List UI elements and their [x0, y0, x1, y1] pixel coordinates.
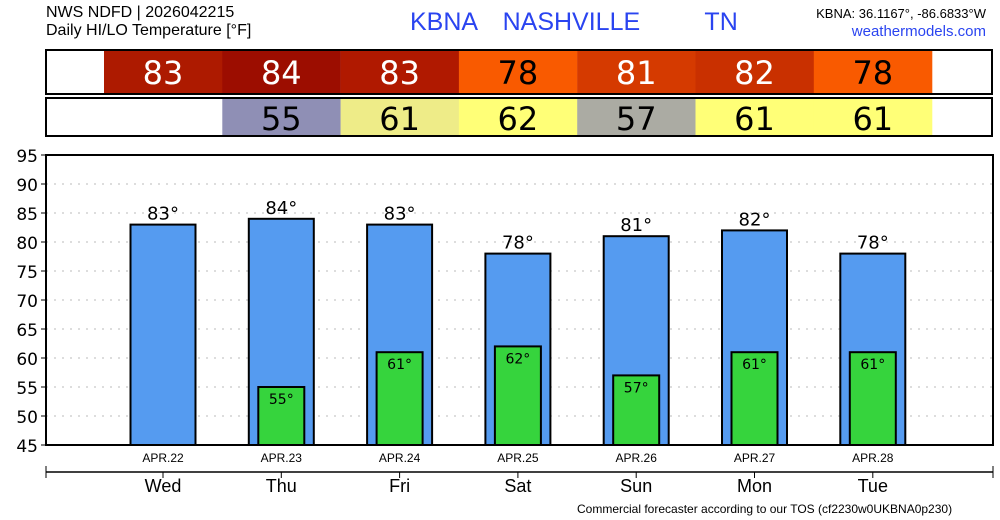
- lo-strip-value: 55: [261, 100, 302, 138]
- date-label: APR.22: [142, 451, 184, 465]
- lo-strip-cell: [104, 99, 223, 135]
- lo-strip-value: 62: [498, 100, 539, 138]
- high-bar-label: 82°: [739, 209, 771, 230]
- low-bar: [257, 386, 306, 446]
- coordinates-label: KBNA: 36.1167°, -86.6833°W: [816, 6, 986, 21]
- low-bar: [493, 345, 542, 446]
- y-tick-label: 60: [16, 350, 38, 370]
- date-label: APR.23: [261, 451, 303, 465]
- lo-strip-cell: [577, 99, 696, 135]
- low-bar: [612, 374, 661, 446]
- day-label: Thu: [266, 476, 297, 496]
- low-bar: [730, 351, 779, 447]
- hi-strip-value: 83: [379, 54, 420, 92]
- low-bar-label: 61°: [860, 357, 885, 373]
- hi-strip-value: 83: [143, 54, 184, 92]
- high-bar-label: 78°: [857, 233, 889, 254]
- y-tick-label: 90: [16, 176, 38, 196]
- y-tick-label: 75: [16, 263, 38, 283]
- y-tick-label: 85: [16, 205, 38, 225]
- hi-strip-value: 84: [261, 54, 302, 92]
- high-bar-label: 81°: [620, 215, 652, 236]
- low-bar-label: 61°: [387, 357, 412, 373]
- day-label: Tue: [858, 476, 888, 496]
- lo-strip-cell: [340, 99, 460, 135]
- chart-title: Daily HI/LO Temperature [°F]: [46, 22, 252, 39]
- y-tick-label: 65: [16, 321, 38, 341]
- lo-strip-value: 57: [616, 100, 657, 138]
- high-bar-label: 83°: [147, 204, 179, 225]
- hi-strip-cell: [695, 51, 814, 93]
- y-tick-label: 50: [16, 408, 38, 428]
- low-bar: [848, 351, 897, 447]
- high-bar-label: 83°: [384, 204, 416, 225]
- hi-strip-cell: [104, 51, 223, 93]
- hi-strip-cell: [222, 51, 341, 93]
- y-tick-label: 45: [16, 437, 38, 457]
- lo-strip-value: 61: [734, 100, 775, 138]
- hi-strip-cell: [458, 51, 578, 93]
- low-bar-label: 57°: [624, 380, 649, 396]
- low-bar-label: 61°: [742, 357, 767, 373]
- station-title: KBNA NASHVILLE TN: [410, 8, 738, 36]
- high-bar-label: 78°: [502, 233, 534, 254]
- plot-frame: [45, 154, 994, 446]
- footer-note: Commercial forecaster according to our T…: [577, 502, 953, 516]
- hi-strip-cell: [340, 51, 460, 93]
- low-bar-label: 62°: [505, 351, 530, 367]
- date-label: APR.25: [497, 451, 539, 465]
- high-bar: [129, 223, 197, 446]
- hi-strip-cell: [813, 51, 933, 93]
- source-label: NWS NDFD | 2026042215: [46, 4, 235, 21]
- site-link[interactable]: weathermodels.com: [851, 23, 986, 40]
- hi-strip-value: 78: [852, 54, 893, 92]
- y-tick-label: 80: [16, 234, 38, 254]
- low-bar-label: 55°: [269, 392, 294, 408]
- hi-strip-value: 82: [734, 54, 775, 92]
- low-bar: [375, 351, 424, 447]
- day-label: Mon: [737, 476, 772, 496]
- lo-strip-cell: [458, 99, 578, 135]
- high-bar-label: 84°: [265, 198, 297, 219]
- lo-strip-cell: [222, 99, 341, 135]
- day-label: Wed: [145, 476, 182, 496]
- day-label: Sat: [504, 476, 531, 496]
- y-tick-label: 70: [16, 292, 38, 312]
- hi-strip-cell: [577, 51, 696, 93]
- hi-strip-value: 78: [498, 54, 539, 92]
- y-tick-label: 55: [16, 379, 38, 399]
- lo-strip-value: 61: [379, 100, 420, 138]
- day-label: Fri: [389, 476, 410, 496]
- date-label: APR.28: [852, 451, 894, 465]
- date-label: APR.24: [379, 451, 421, 465]
- lo-strip-cell: [695, 99, 814, 135]
- hi-strip-value: 81: [616, 54, 657, 92]
- date-label: APR.27: [734, 451, 776, 465]
- date-label: APR.26: [616, 451, 658, 465]
- lo-strip-value: 61: [852, 100, 893, 138]
- lo-strip-cell: [813, 99, 933, 135]
- y-tick-label: 95: [16, 147, 38, 167]
- day-label: Sun: [620, 476, 652, 496]
